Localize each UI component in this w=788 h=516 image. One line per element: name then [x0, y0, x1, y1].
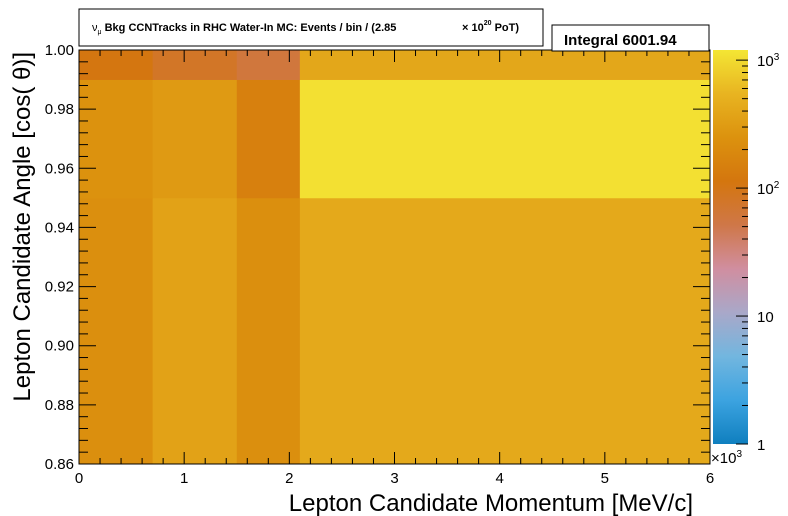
- title-times10: × 10: [462, 22, 484, 34]
- title-pot-text: PoT): [492, 22, 520, 34]
- title-exp: 20: [484, 20, 492, 27]
- color-scale-bar: [713, 50, 748, 444]
- heatmap-bin: [79, 79, 154, 199]
- x-tick-label: 2: [285, 470, 293, 487]
- x-tick-label: 0: [75, 470, 83, 487]
- x-axis: 0 1 2 3 4 5 6: [75, 50, 714, 487]
- heatmap-bin: [79, 197, 154, 465]
- heatmap-bin: [152, 79, 238, 199]
- x-axis-label: Lepton Candidate Momentum [MeV/c]: [289, 490, 693, 516]
- heatmap-bin: [152, 197, 238, 465]
- x-tick-label: 5: [601, 470, 609, 487]
- title-pot: × 1020 PoT): [462, 20, 519, 34]
- x-tick-label: 4: [495, 470, 503, 487]
- title-box: [78, 8, 544, 47]
- y-tick-label: 0.98: [45, 101, 74, 118]
- y-axis: 0.86 0.88 0.90 0.92 0.94 0.96 0.98 1.00: [45, 42, 710, 473]
- y-axis-label: Lepton Candidate Angle [cos( θ)]: [9, 52, 36, 402]
- title-nu: ν: [92, 22, 98, 34]
- x-tick-label: 1: [180, 470, 188, 487]
- y-tick-label: 1.00: [45, 42, 74, 59]
- heatmap-bins: [79, 50, 711, 465]
- z-tick-label: 102: [757, 180, 780, 198]
- y-tick-label: 0.88: [45, 397, 74, 414]
- heatmap-bin: [299, 79, 711, 199]
- z-tick-label: 10: [757, 309, 774, 326]
- y-tick-label: 0.92: [45, 279, 74, 296]
- y-tick-label: 0.86: [45, 456, 74, 473]
- x-multiplier-exp: 3: [736, 449, 742, 460]
- heatmap-bin: [299, 50, 711, 80]
- x-tick-label: 6: [706, 470, 714, 487]
- title-mu: μ: [98, 29, 102, 36]
- x-multiplier: ×103: [711, 449, 742, 467]
- x-multiplier-base: ×10: [711, 450, 736, 467]
- integral-label: Integral 6001.94: [564, 32, 677, 49]
- chart-title: νμ Bkg CCNTracks in RHC Water-In MC: Eve…: [92, 22, 396, 36]
- y-tick-label: 0.96: [45, 160, 74, 177]
- heatmap-bin: [299, 197, 711, 465]
- title-main: Bkg CCNTracks in RHC Water-In MC: Events…: [102, 22, 397, 34]
- integral-box: [551, 24, 710, 52]
- heatmap-bin: [79, 50, 154, 80]
- heatmap-bin: [236, 79, 301, 199]
- x-tick-label: 3: [390, 470, 398, 487]
- heatmap-bin: [152, 50, 238, 80]
- color-scale-axis: 1 10 102 103: [736, 52, 780, 454]
- y-tick-label: 0.94: [45, 219, 74, 236]
- y-tick-label: 0.90: [45, 338, 74, 355]
- heatmap-bin: [236, 197, 301, 465]
- z-tick-label: 103: [757, 52, 780, 70]
- z-tick-label: 1: [757, 437, 765, 454]
